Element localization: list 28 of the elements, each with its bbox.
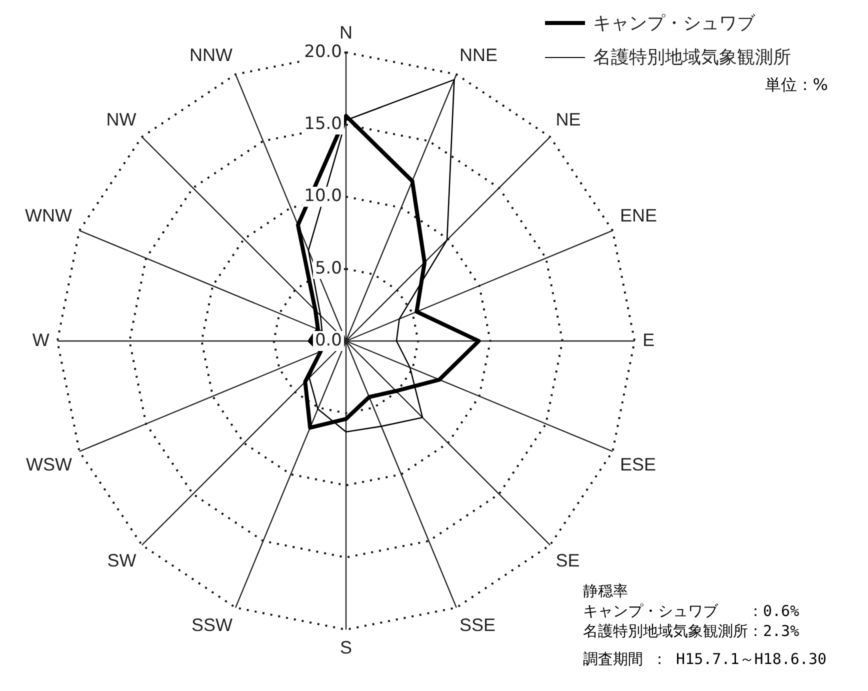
text: 調査期間 ： H15.7.1～H18.6.30 (583, 649, 827, 669)
text: 単位：% (764, 75, 828, 96)
y-tick-label: 15.0 (304, 114, 342, 134)
spoke-label: NW (106, 109, 136, 130)
spoke-label: W (32, 330, 50, 350)
spoke-label: S (340, 637, 352, 658)
spoke-label: SSW (191, 614, 232, 635)
text: 静穏率 (583, 581, 629, 601)
spoke-label: SSE (460, 614, 496, 635)
spoke-label: WSW (26, 454, 72, 474)
spoke-label: NE (556, 109, 581, 130)
text: キャンプ・シュワブ ：0.6% (583, 601, 800, 621)
y-tick-label: 10.0 (304, 186, 342, 206)
spoke-label: ENE (620, 206, 658, 226)
spoke-label: NNW (189, 45, 232, 66)
spoke-label: SW (107, 550, 136, 570)
spoke-label: N (340, 22, 352, 43)
y-tick-label: 5.0 (314, 258, 342, 278)
spoke-label: ESE (620, 454, 656, 474)
legend-label: 名護特別地域気象観測所 (593, 46, 791, 69)
legend-label: キャンプ・シュワブ (593, 12, 755, 35)
text: 名護特別地域気象観測所：2.3% (583, 621, 800, 641)
spoke-label: NNE (460, 45, 498, 66)
spoke-label: WNW (24, 206, 72, 226)
y-tick-label: 0.0 (314, 330, 342, 350)
spoke-label: E (642, 330, 655, 350)
spoke-label: SE (556, 550, 580, 570)
y-tick-label: 20.0 (304, 42, 342, 62)
